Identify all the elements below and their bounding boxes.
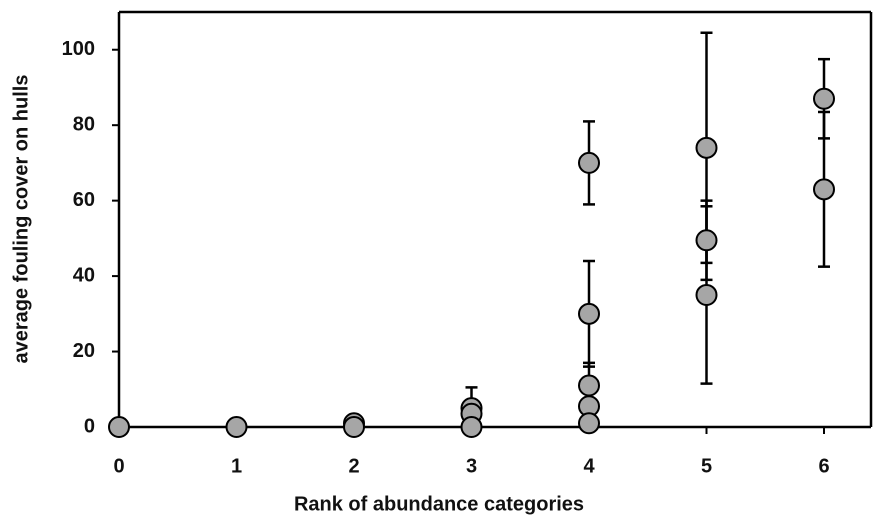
y-tick-label: 60 [73,189,95,211]
point [460,416,483,438]
y-tick-label: 0 [84,415,95,437]
x-axis-title: Rank of abundance categories [294,493,584,515]
y-tick-label: 40 [73,264,95,286]
y-tick-label: 20 [73,340,95,362]
y-tick-label: 80 [73,113,95,135]
point [813,87,835,110]
x-tick-label: 6 [818,455,829,477]
point [695,229,718,252]
x-tick-label: 0 [113,455,124,477]
x-tick-label: 2 [348,455,359,477]
x-tick-label: 5 [701,455,712,477]
y-axis-title: average fouling cover on hulls [10,75,32,364]
point [695,136,718,159]
y-tick-label: 100 [62,38,95,60]
point [695,283,718,306]
point [578,412,600,435]
point [578,374,600,397]
point [578,151,600,174]
point [225,416,248,438]
point [343,416,365,438]
point [578,302,600,325]
point [108,416,130,438]
x-tick-label: 4 [583,455,595,477]
point [813,178,835,201]
x-tick-label: 3 [466,455,477,477]
x-tick-label: 1 [231,455,242,477]
